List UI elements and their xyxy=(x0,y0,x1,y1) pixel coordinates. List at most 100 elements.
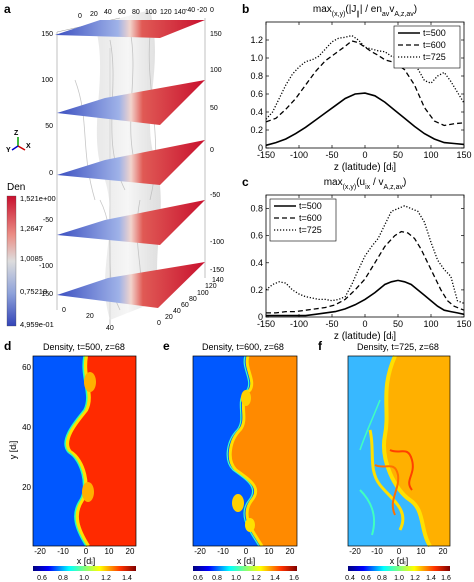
panel-f-title: Density, t=725, z=68 xyxy=(357,342,439,352)
svg-text:100: 100 xyxy=(197,290,209,297)
svg-text:-20: -20 xyxy=(194,547,206,556)
series-line-t-600 xyxy=(266,230,465,314)
svg-text:0: 0 xyxy=(397,547,402,556)
svg-text:0.6: 0.6 xyxy=(193,575,203,582)
panel-e-heatmap xyxy=(192,355,298,547)
svg-text:140: 140 xyxy=(174,9,186,16)
legend-label: t=600 xyxy=(423,40,446,50)
svg-text:1.2: 1.2 xyxy=(410,575,420,582)
svg-text:0: 0 xyxy=(210,7,214,14)
x-tick-label: 100 xyxy=(423,150,438,160)
legend-label: t=600 xyxy=(299,213,322,223)
svg-text:-20: -20 xyxy=(34,547,46,556)
panel-c-uix-chart: max(x,y)(uix / vA,z,av) -150 -100 -50 0 50 100… xyxy=(250,177,471,342)
svg-text:0: 0 xyxy=(210,147,214,154)
svg-text:1,0085: 1,0085 xyxy=(20,254,43,263)
y-tick-label: 0.4 xyxy=(250,258,263,268)
svg-text:40: 40 xyxy=(104,9,112,16)
svg-text:0: 0 xyxy=(157,320,161,327)
x-tick-label: 150 xyxy=(456,150,471,160)
panel-b-jpar-chart: max(x,y)(|J∥| / enavvA,z,av) -150 -100 -50 0… xyxy=(250,4,471,173)
y-tick-label: 0.6 xyxy=(250,231,263,241)
svg-text:80: 80 xyxy=(189,296,197,303)
series-line-t-500 xyxy=(265,92,465,147)
svg-text:-10: -10 xyxy=(217,547,229,556)
panel-d-title: Density, t=500, z=68 xyxy=(43,342,125,352)
svg-text:0: 0 xyxy=(84,547,89,556)
panel-f-colorbar xyxy=(348,566,450,571)
panel-label-d: d xyxy=(4,340,11,353)
series-line-t-600 xyxy=(265,40,465,127)
panel-f-heatmap xyxy=(347,355,451,548)
series-line-t-725 xyxy=(265,205,465,305)
density-slab-4 xyxy=(57,200,205,245)
svg-text:1,521e+00: 1,521e+00 xyxy=(20,194,56,203)
svg-text:X: X xyxy=(26,143,31,150)
svg-text:1.0: 1.0 xyxy=(394,575,404,582)
legend-box xyxy=(393,25,461,69)
x-tick-label: 150 xyxy=(456,319,471,329)
svg-text:1.2: 1.2 xyxy=(251,575,261,582)
svg-text:1.6: 1.6 xyxy=(289,575,299,582)
density-slab-1 xyxy=(55,20,205,38)
svg-text:1.4: 1.4 xyxy=(426,575,436,582)
panel-label-e: e xyxy=(163,340,170,353)
svg-text:-100: -100 xyxy=(210,239,224,246)
svg-text:-150: -150 xyxy=(210,267,224,274)
svg-text:-100: -100 xyxy=(39,263,53,270)
x-axis-label: z (latitude) [dᵢ] xyxy=(334,162,396,173)
svg-text:20: 20 xyxy=(22,483,31,492)
svg-text:20: 20 xyxy=(286,547,295,556)
x-tick-label: 50 xyxy=(393,319,403,329)
series-line-t-500 xyxy=(266,279,465,317)
svg-text:100: 100 xyxy=(41,77,53,84)
x-tick-label: -100 xyxy=(290,319,308,329)
svg-text:80: 80 xyxy=(132,9,140,16)
panel-d-colorbar xyxy=(33,566,136,571)
legend-label: t=725 xyxy=(299,225,322,235)
svg-text:120: 120 xyxy=(205,283,217,290)
svg-text:0.4: 0.4 xyxy=(345,575,355,582)
svg-text:Z: Z xyxy=(14,130,19,137)
svg-text:40: 40 xyxy=(173,308,181,315)
chart-title: max(x,y)(uix / vA,z,av) xyxy=(324,177,407,191)
svg-text:1.0: 1.0 xyxy=(231,575,241,582)
svg-text:10: 10 xyxy=(265,547,274,556)
y-tick-label: 0 xyxy=(258,312,263,322)
density-slab-2 xyxy=(57,80,205,125)
svg-text:-20: -20 xyxy=(197,7,207,14)
svg-text:100: 100 xyxy=(145,9,157,16)
svg-text:0: 0 xyxy=(244,547,249,556)
svg-text:x [dᵢ]: x [dᵢ] xyxy=(390,556,408,566)
density-slices: d Density, t=500, z=68 y [dᵢ] 60 40 20 -… xyxy=(4,340,451,582)
y-tick-label: 1.0 xyxy=(250,53,263,63)
svg-text:-150: -150 xyxy=(39,291,53,298)
y-tick-label: 1.2 xyxy=(250,35,263,45)
svg-text:60: 60 xyxy=(118,9,126,16)
svg-text:0.6: 0.6 xyxy=(361,575,371,582)
y-tick-label: 0.4 xyxy=(250,107,263,117)
svg-text:-10: -10 xyxy=(57,547,69,556)
svg-text:40: 40 xyxy=(22,423,31,432)
svg-text:1.0: 1.0 xyxy=(79,575,89,582)
svg-text:1.2: 1.2 xyxy=(101,575,111,582)
svg-text:1,2647: 1,2647 xyxy=(20,224,43,233)
x-tick-label: 100 xyxy=(423,319,438,329)
panel-e-colorbar xyxy=(193,566,297,571)
svg-text:-40: -40 xyxy=(185,7,195,14)
svg-text:10: 10 xyxy=(105,547,114,556)
panel-d-heatmap xyxy=(32,355,137,548)
y-tick-label: 0.2 xyxy=(250,125,263,135)
svg-text:Y: Y xyxy=(6,147,11,154)
x-tick-label: -50 xyxy=(325,319,338,329)
density-slab-3 xyxy=(57,140,205,185)
svg-text:0: 0 xyxy=(78,13,82,20)
svg-text:-50: -50 xyxy=(210,192,220,199)
svg-text:0.8: 0.8 xyxy=(212,575,222,582)
panel-label-c: c xyxy=(242,175,249,189)
svg-text:x [dᵢ]: x [dᵢ] xyxy=(237,556,255,566)
svg-text:4,959e-01: 4,959e-01 xyxy=(20,320,54,329)
svg-text:40: 40 xyxy=(106,325,114,332)
panel-label-a: a xyxy=(4,2,11,16)
svg-text:1.4: 1.4 xyxy=(270,575,280,582)
